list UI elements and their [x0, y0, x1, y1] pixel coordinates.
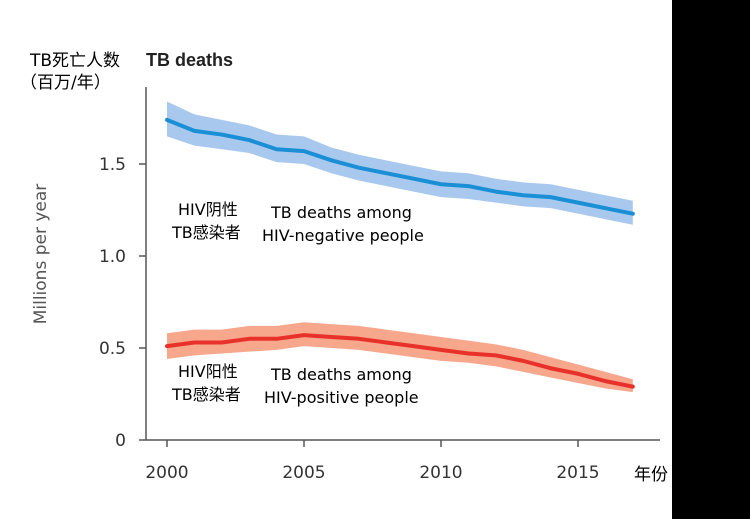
y-tick-label: 1.5	[99, 155, 126, 175]
annotation-hiv-negative-en-line1: TB deaths among	[270, 203, 412, 222]
chart-title: TB deaths	[146, 50, 233, 70]
chinese-x-axis-title: 年份	[634, 465, 668, 485]
axes	[145, 87, 660, 441]
annotation-hiv-negative: HIV阴性 TB感染者 TB deaths among HIV-negative…	[171, 200, 424, 245]
x-ticks: 2000 2005 2010 2015	[145, 440, 600, 483]
y-ticks: 0 0.5 1.0 1.5	[99, 155, 146, 451]
annotation-hiv-positive-en-line2: HIV-positive people	[264, 388, 419, 407]
annotation-hiv-positive-en-line1: TB deaths among	[270, 365, 412, 384]
y-tick-label: 0	[115, 431, 126, 451]
annotation-hiv-negative-en-line2: HIV-negative people	[262, 226, 424, 245]
annotation-hiv-positive-cn-line1: HIV阳性	[178, 362, 238, 381]
chinese-y-axis-title-line1: TB死亡人数	[30, 51, 121, 71]
y-tick-label: 1.0	[99, 247, 126, 267]
chinese-y-axis-title-line2: （百万/年）	[20, 73, 111, 93]
uncertainty-bands	[167, 101, 633, 393]
x-tick-label: 2015	[556, 463, 599, 483]
annotation-hiv-negative-cn-line1: HIV阴性	[178, 200, 238, 219]
y-axis-title: Millions per year	[31, 184, 51, 325]
annotation-hiv-positive: HIV阳性 TB感染者 TB deaths among HIV-positive…	[171, 362, 419, 407]
series-line-0	[165, 117, 635, 216]
annotation-hiv-positive-cn-line2: TB感染者	[171, 385, 241, 404]
series-line-1	[165, 333, 635, 389]
y-tick-label: 0.5	[99, 339, 126, 359]
annotation-hiv-negative-cn-line2: TB感染者	[171, 223, 241, 242]
x-tick-label: 2000	[145, 463, 188, 483]
series-lines	[165, 117, 635, 389]
black-side-panel	[672, 0, 750, 519]
x-tick-label: 2010	[419, 463, 462, 483]
x-tick-label: 2005	[282, 463, 325, 483]
